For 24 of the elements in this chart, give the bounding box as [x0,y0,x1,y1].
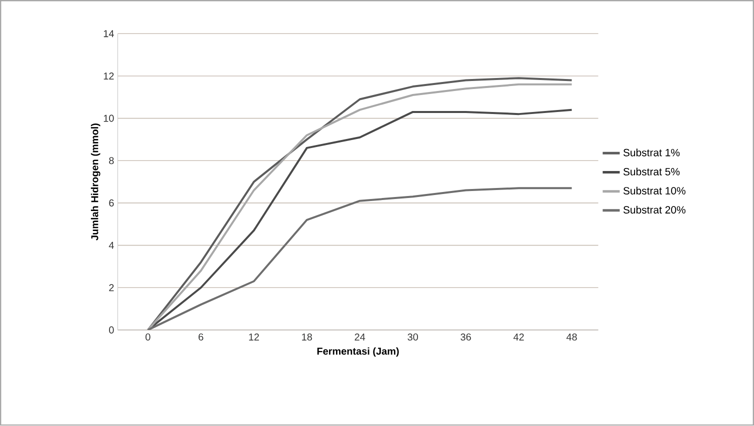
legend-label: Substrat 20% [623,206,686,214]
x-tick-label: 6 [198,334,204,341]
y-tick-label: 12 [104,72,114,80]
y-tick-label: 6 [109,200,114,207]
y-tick-label: 4 [108,242,114,249]
y-axis-title: Jumlah Hidrogen (mmol) [90,124,100,241]
y-tick-label: 10 [104,114,114,122]
y-tick-label: 8 [109,157,114,164]
x-tick-label: 36 [460,334,471,341]
y-tick-label: 14 [104,30,114,38]
x-tick-label: 24 [354,334,366,341]
x-tick-label: 48 [566,334,577,341]
x-tick-label: 30 [408,334,418,341]
y-tick-label: 0 [109,326,114,334]
legend-label: Substrat 5% [623,168,680,176]
y-tick-label: 2 [109,284,114,292]
x-axis-title: Fermentasi (Jam) [317,348,399,357]
line-series [146,187,573,330]
x-tick-label: 42 [513,334,524,341]
x-tick-label: 12 [249,334,259,341]
legend-label: Substrat 1% [623,148,680,156]
x-tick-label: 18 [302,334,312,341]
legend-label: Substrat 10% [623,186,686,195]
x-tick-label: 0 [146,334,150,341]
